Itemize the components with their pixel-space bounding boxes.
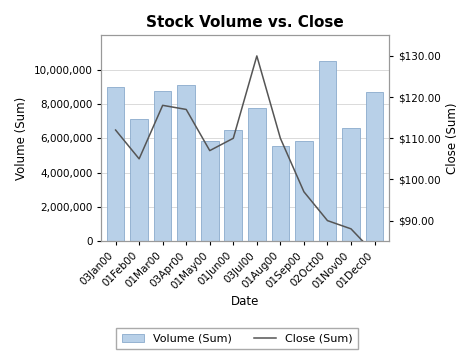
Legend: Volume (Sum), Close (Sum): Volume (Sum), Close (Sum) <box>116 328 358 349</box>
Y-axis label: Volume (Sum): Volume (Sum) <box>15 97 28 180</box>
Bar <box>107 87 124 241</box>
Bar <box>154 91 172 241</box>
Y-axis label: Close (Sum): Close (Sum) <box>446 103 459 174</box>
Bar <box>201 141 219 241</box>
Bar <box>319 61 336 241</box>
Title: Stock Volume vs. Close: Stock Volume vs. Close <box>146 15 344 30</box>
Bar <box>366 92 383 241</box>
Bar <box>248 108 265 241</box>
X-axis label: Date: Date <box>231 295 259 308</box>
Bar <box>130 119 148 241</box>
Bar <box>225 130 242 241</box>
Bar <box>295 141 313 241</box>
Bar <box>177 85 195 241</box>
Bar <box>342 128 360 241</box>
Bar <box>272 146 289 241</box>
